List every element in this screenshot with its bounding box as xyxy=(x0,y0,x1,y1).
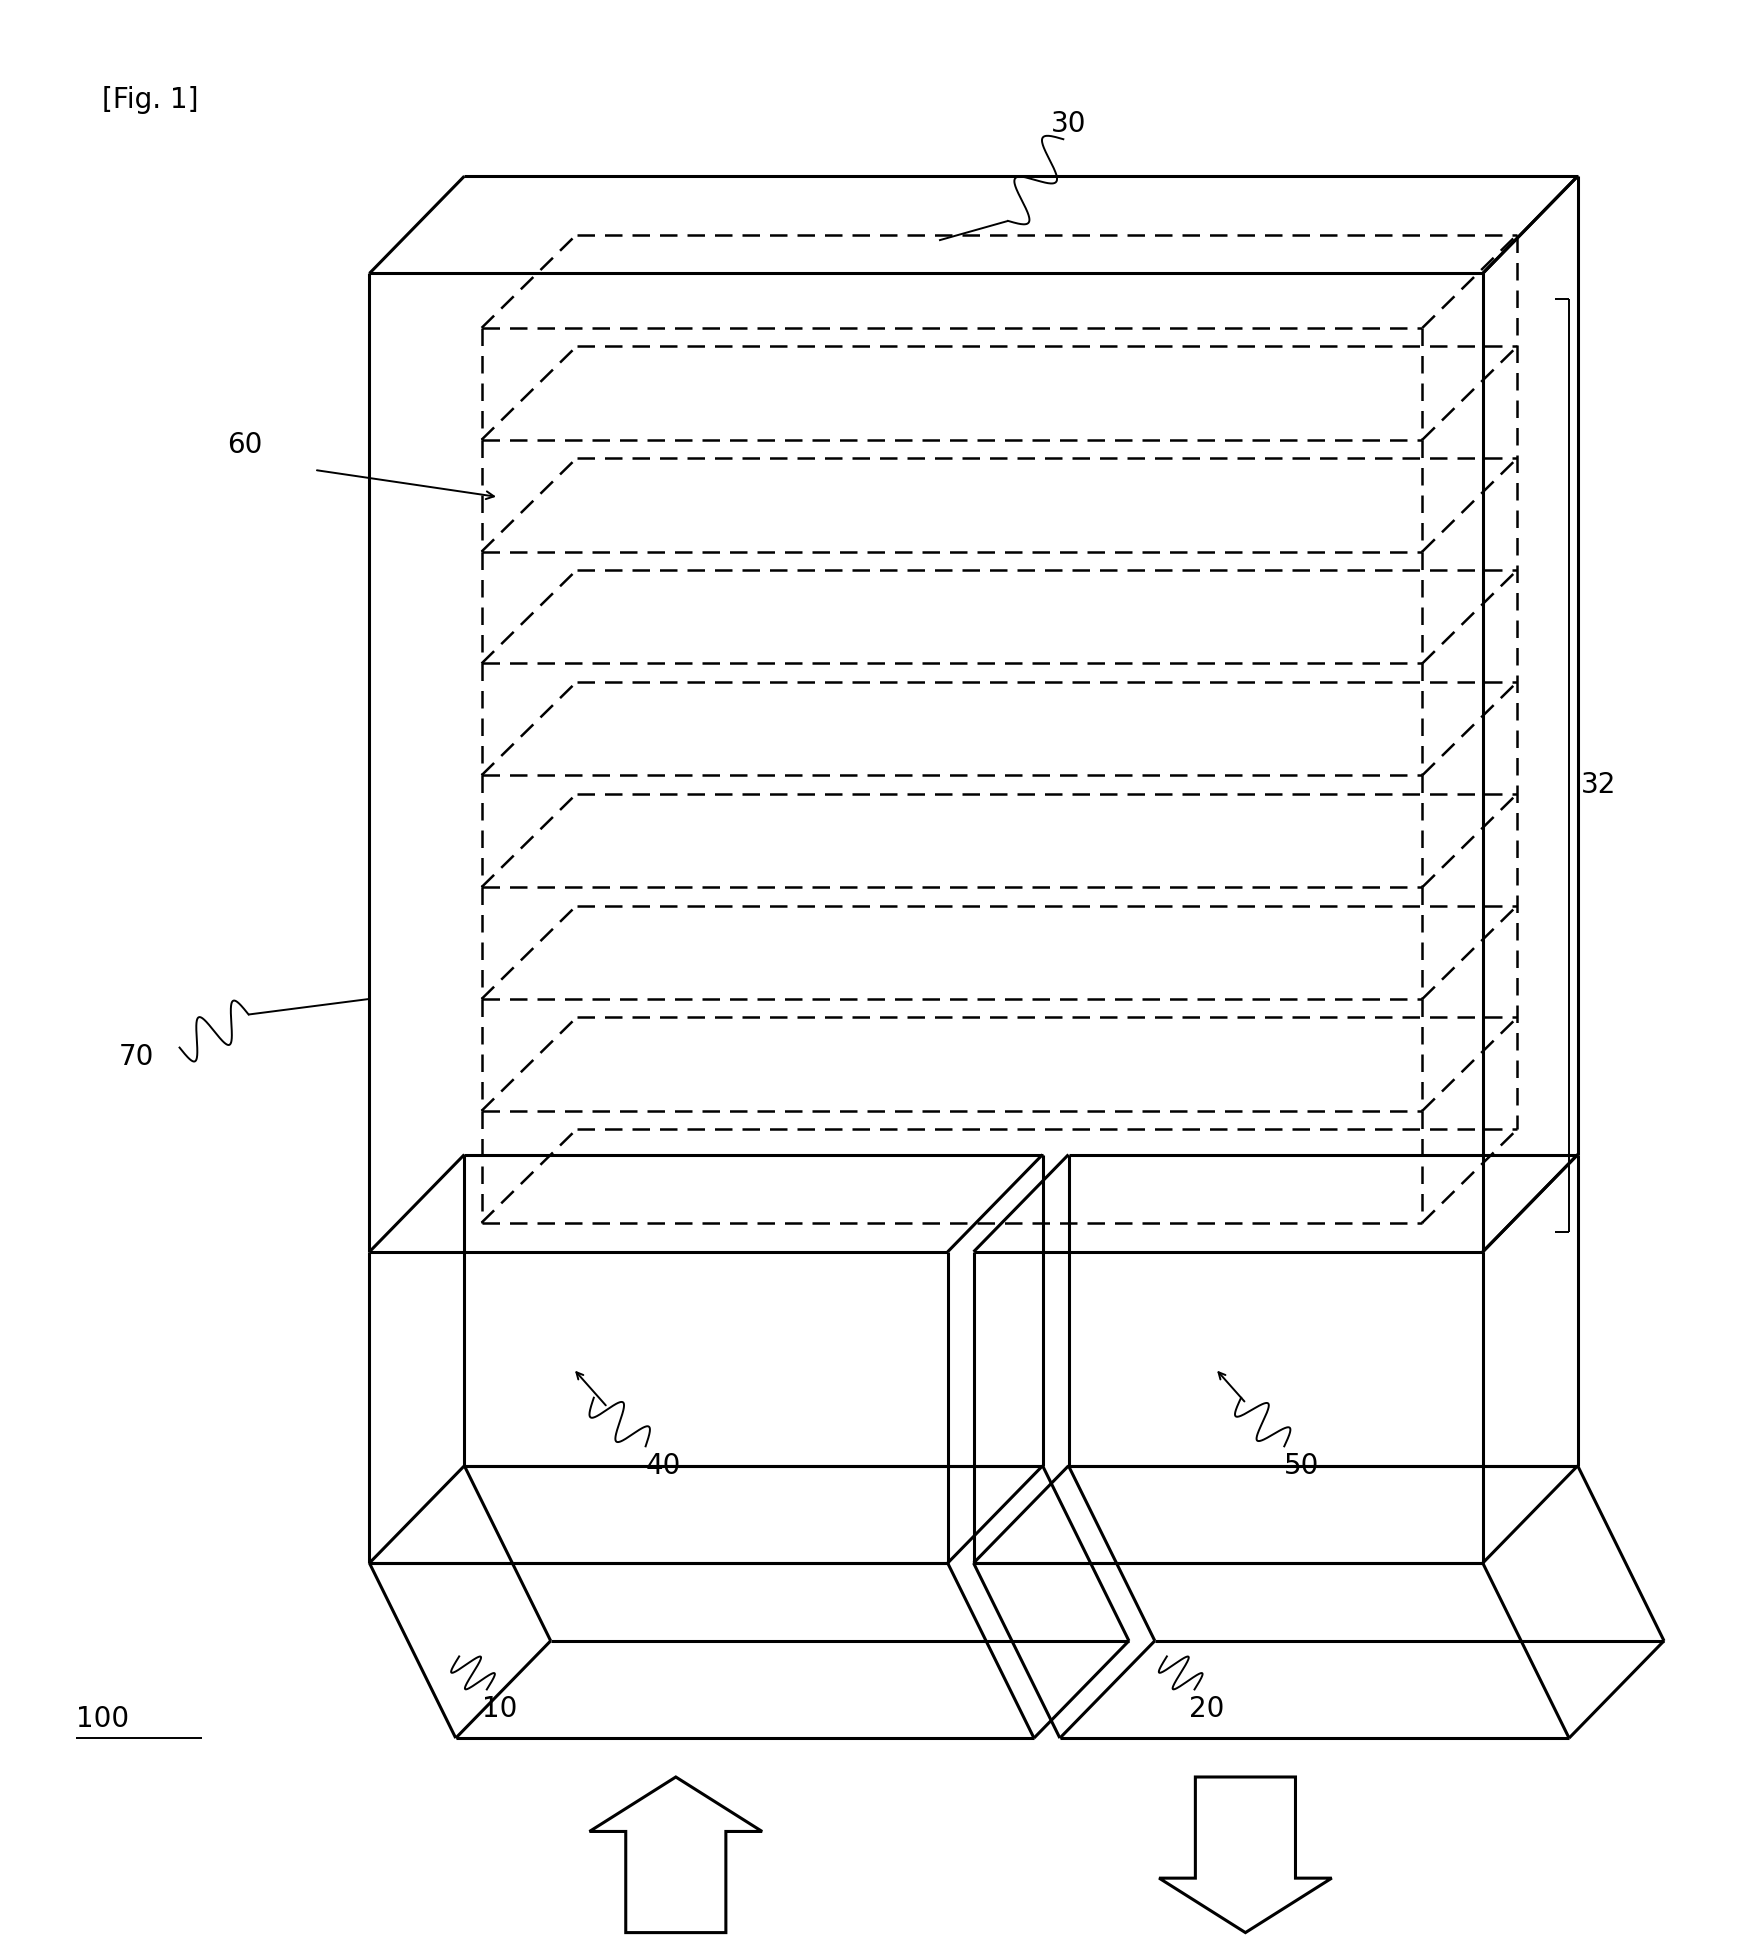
Text: 30: 30 xyxy=(1050,110,1087,137)
Text: 20: 20 xyxy=(1189,1695,1224,1722)
Text: 32: 32 xyxy=(1581,772,1616,799)
Text: 50: 50 xyxy=(1283,1452,1318,1479)
FancyArrow shape xyxy=(1158,1777,1330,1934)
Text: 40: 40 xyxy=(645,1452,680,1479)
Text: 70: 70 xyxy=(118,1044,155,1072)
Text: 100: 100 xyxy=(77,1704,129,1732)
Text: 60: 60 xyxy=(226,431,263,458)
FancyArrow shape xyxy=(590,1777,762,1934)
Text: 10: 10 xyxy=(482,1695,516,1722)
Text: [Fig. 1]: [Fig. 1] xyxy=(103,86,198,114)
